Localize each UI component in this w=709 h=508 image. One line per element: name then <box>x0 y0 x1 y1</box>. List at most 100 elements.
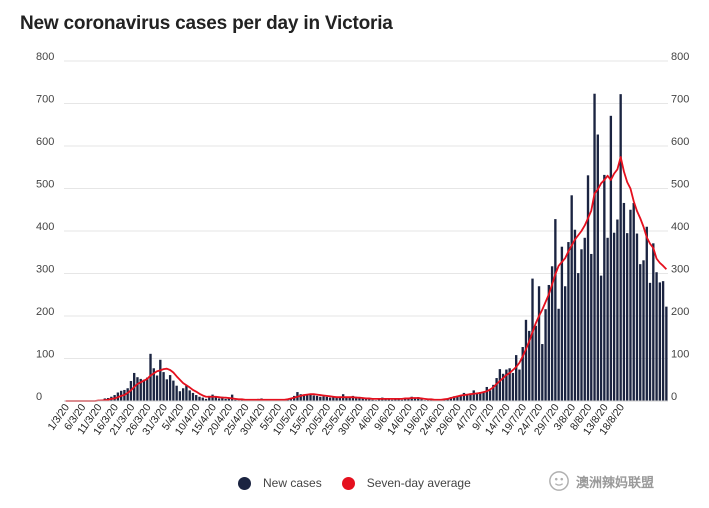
bar <box>328 397 332 401</box>
bar <box>655 272 658 401</box>
bar <box>126 388 129 401</box>
bar <box>214 397 217 401</box>
bar <box>185 385 188 401</box>
y-tick-label-right: 600 <box>671 136 689 148</box>
bar <box>469 393 472 401</box>
bar <box>521 347 524 401</box>
bar <box>155 375 159 401</box>
bar <box>665 306 668 401</box>
seven-day-average-line <box>65 156 668 402</box>
bar <box>208 395 211 401</box>
bar <box>609 115 613 401</box>
bar <box>181 388 185 401</box>
bar <box>358 398 361 401</box>
bar <box>495 378 498 401</box>
bar <box>289 398 293 401</box>
bar <box>619 94 622 402</box>
bar <box>586 175 590 401</box>
y-tick-label-right: 700 <box>671 94 689 106</box>
bar <box>557 308 560 401</box>
bar <box>234 399 237 401</box>
legend: New cases Seven-day average <box>238 476 491 490</box>
bar <box>459 395 462 401</box>
bar <box>488 390 492 401</box>
bar <box>518 369 521 401</box>
bar <box>475 393 479 401</box>
bar <box>335 398 338 401</box>
bar <box>599 275 603 401</box>
bar <box>629 209 632 401</box>
bar <box>430 399 433 401</box>
bar <box>345 396 348 401</box>
bar <box>332 397 335 401</box>
bar <box>309 393 312 401</box>
bar <box>224 398 227 401</box>
bar <box>554 219 557 401</box>
bar <box>221 396 224 401</box>
bar <box>563 286 567 401</box>
bar <box>541 344 544 401</box>
bar <box>456 395 459 401</box>
bar <box>642 260 645 401</box>
bar <box>315 395 319 401</box>
bar <box>577 273 580 401</box>
bar <box>426 399 430 401</box>
bar <box>652 243 655 401</box>
bar <box>485 386 488 401</box>
bar <box>404 398 407 401</box>
bar <box>413 398 417 401</box>
y-tick-label-left: 100 <box>36 349 54 361</box>
y-tick-label-right: 300 <box>671 264 689 276</box>
y-tick-label-left: 300 <box>36 264 54 276</box>
bar <box>394 399 397 401</box>
wechat-icon <box>549 471 569 491</box>
bar <box>626 233 629 401</box>
bar <box>139 378 142 401</box>
bar <box>306 395 309 401</box>
bar <box>338 397 342 401</box>
bar <box>596 134 599 401</box>
bar <box>417 397 420 401</box>
bar <box>639 264 642 401</box>
bar <box>583 237 586 401</box>
bar <box>211 394 214 401</box>
bar <box>648 282 652 401</box>
y-tick-label-right: 200 <box>671 306 689 318</box>
legend-item-new-cases[interactable]: New cases <box>238 476 322 490</box>
bar <box>635 233 639 401</box>
bar <box>172 380 175 401</box>
bar <box>492 384 495 401</box>
bar <box>348 397 351 401</box>
bar <box>449 397 453 401</box>
watermark-text: 澳洲辣妈联盟 <box>576 474 655 490</box>
bar <box>482 392 485 401</box>
bar <box>397 399 400 401</box>
bar <box>593 93 596 401</box>
bar <box>524 319 528 401</box>
y-tick-label-right: 800 <box>671 51 689 63</box>
bar <box>570 195 573 401</box>
bar <box>168 375 172 401</box>
bar <box>645 226 648 401</box>
bar <box>590 253 593 401</box>
legend-item-average[interactable]: Seven-day average <box>341 476 471 490</box>
bar <box>361 398 364 401</box>
legend-label-average: Seven-day average <box>366 476 471 490</box>
bar <box>387 399 391 401</box>
bar <box>537 286 541 401</box>
bar <box>351 395 355 401</box>
bar <box>142 379 146 401</box>
bar <box>573 229 577 401</box>
bar <box>550 266 554 401</box>
bar <box>616 219 619 401</box>
y-tick-label-left: 700 <box>36 94 54 106</box>
bar <box>511 372 515 401</box>
bar <box>466 395 469 401</box>
bar <box>606 237 609 401</box>
bar <box>377 399 381 401</box>
chart-area: 0 100 200 300 400 500 600 700 800 0 100 200 300 400 5… <box>36 51 689 437</box>
bar <box>159 359 162 401</box>
y-tick-label-right: 100 <box>671 349 689 361</box>
bar <box>364 398 368 401</box>
bar <box>162 372 165 401</box>
